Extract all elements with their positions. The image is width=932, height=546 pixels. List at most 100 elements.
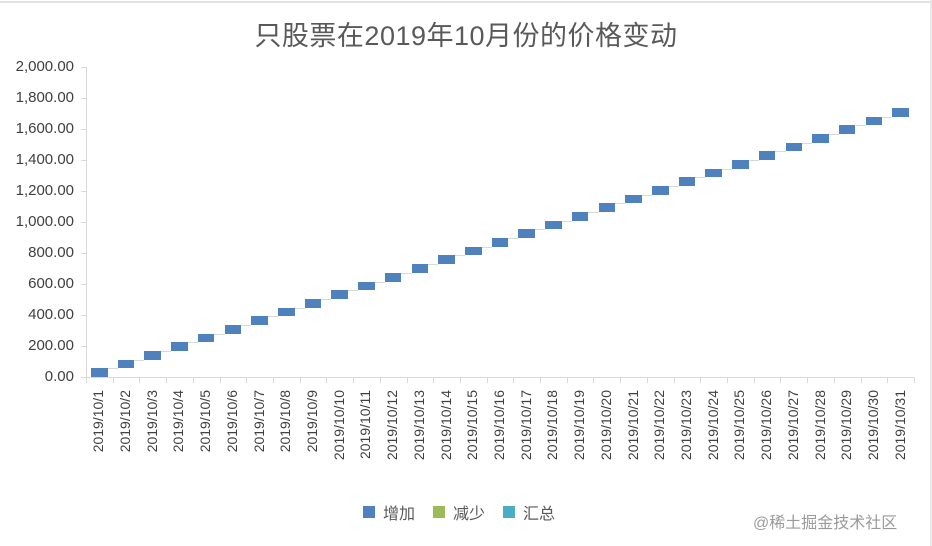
x-tick-label: 2019/10/13 <box>410 390 427 461</box>
y-tick-label: 1,200.00 <box>15 182 74 199</box>
x-tick <box>914 377 915 383</box>
y-tick <box>81 160 86 161</box>
connector-line <box>641 194 652 196</box>
x-tick <box>86 377 87 383</box>
x-tick-label: 2019/10/11 <box>357 390 374 460</box>
waterfall-bar <box>438 255 455 265</box>
y-tick <box>81 67 86 68</box>
waterfall-bar <box>705 168 722 178</box>
top-border <box>0 1 932 3</box>
x-tick <box>166 377 168 383</box>
legend-swatch-total <box>503 506 516 518</box>
connector-line <box>161 350 172 352</box>
waterfall-bar <box>144 350 162 360</box>
x-tick <box>112 377 114 383</box>
y-tick-label: 600.00 <box>28 275 74 292</box>
connector-line <box>775 151 786 153</box>
x-tick-label: 2019/10/3 <box>143 390 160 453</box>
waterfall-bar <box>571 212 589 221</box>
waterfall-bar <box>598 203 616 213</box>
x-tick <box>406 377 408 383</box>
x-tick-label: 2019/10/2 <box>117 390 134 453</box>
waterfall-bar <box>411 264 429 273</box>
x-tick <box>459 377 461 383</box>
x-tick-label: 2019/10/25 <box>731 390 748 461</box>
x-tick-label: 2019/10/19 <box>571 390 588 461</box>
waterfall-bar <box>651 186 669 195</box>
x-tick-label: 2019/10/5 <box>197 390 214 453</box>
y-tick <box>81 253 86 254</box>
x-axis <box>86 377 914 378</box>
waterfall-bar <box>224 324 242 334</box>
y-tick <box>81 377 86 378</box>
waterfall-bar <box>304 298 322 308</box>
x-tick <box>780 377 782 383</box>
x-tick-label: 2019/10/27 <box>784 390 801 461</box>
x-tick <box>326 377 328 383</box>
connector-line <box>668 186 679 188</box>
y-tick-label: 200.00 <box>28 337 74 354</box>
waterfall-bar <box>678 177 696 187</box>
connector-line <box>695 177 706 179</box>
y-tick <box>81 191 86 192</box>
x-tick <box>807 377 809 383</box>
connector-line <box>882 116 893 118</box>
waterfall-bar <box>518 229 535 239</box>
x-tick <box>540 377 542 383</box>
x-tick <box>593 377 595 383</box>
y-tick-label: 400.00 <box>28 306 74 323</box>
x-tick <box>620 377 622 383</box>
connector-line <box>134 359 145 361</box>
y-tick <box>81 222 86 223</box>
waterfall-bar <box>171 342 188 351</box>
connector-line <box>401 272 412 274</box>
chart-title: 只股票在2019年10月份的价格变动 <box>254 21 678 51</box>
x-tick <box>860 377 862 383</box>
x-tick-label: 2019/10/7 <box>250 390 267 453</box>
x-tick <box>192 377 194 383</box>
connector-line <box>588 212 599 214</box>
x-tick <box>673 377 675 383</box>
connector-line <box>428 264 439 266</box>
x-tick-label: 2019/10/8 <box>277 390 294 453</box>
y-tick <box>81 129 86 130</box>
x-tick <box>379 377 381 383</box>
connector-line <box>721 168 733 170</box>
x-tick-label: 2019/10/29 <box>838 390 855 461</box>
connector-line <box>481 246 492 248</box>
x-tick <box>753 377 755 383</box>
waterfall-bar <box>785 142 803 152</box>
waterfall-bar <box>331 290 348 299</box>
y-tick-label: 1,800.00 <box>15 89 74 106</box>
connector-line <box>348 290 359 292</box>
waterfall-bar <box>358 281 375 291</box>
waterfall-bar <box>758 151 776 160</box>
x-tick <box>700 377 702 383</box>
x-tick-label: 2019/10/21 <box>624 390 641 461</box>
connector-line <box>615 203 626 205</box>
x-tick <box>566 377 568 383</box>
waterfall-bar <box>491 238 509 247</box>
waterfall-bar <box>812 133 829 143</box>
waterfall-bar <box>197 333 215 343</box>
waterfall-bar <box>117 359 135 369</box>
waterfall-bar <box>625 194 642 204</box>
x-tick-label: 2019/10/22 <box>651 390 668 461</box>
legend: 增加 减少 汇总 <box>363 500 573 524</box>
waterfall-bar <box>545 220 562 230</box>
x-tick-label: 2019/10/20 <box>597 390 614 461</box>
y-tick <box>81 284 86 285</box>
waterfall-bar <box>91 368 108 377</box>
connector-line <box>187 342 198 344</box>
connector-line <box>561 220 572 222</box>
legend-swatch-increase <box>363 506 375 518</box>
x-tick <box>887 377 889 383</box>
x-tick <box>513 377 515 383</box>
x-tick-label: 2019/10/6 <box>223 390 240 453</box>
waterfall-bar <box>465 246 482 256</box>
x-tick-label: 2019/10/23 <box>677 390 694 461</box>
x-tick <box>646 377 648 383</box>
y-tick-label: 1,000.00 <box>15 213 74 230</box>
waterfall-bar <box>838 125 856 134</box>
waterfall-bar <box>384 272 402 282</box>
